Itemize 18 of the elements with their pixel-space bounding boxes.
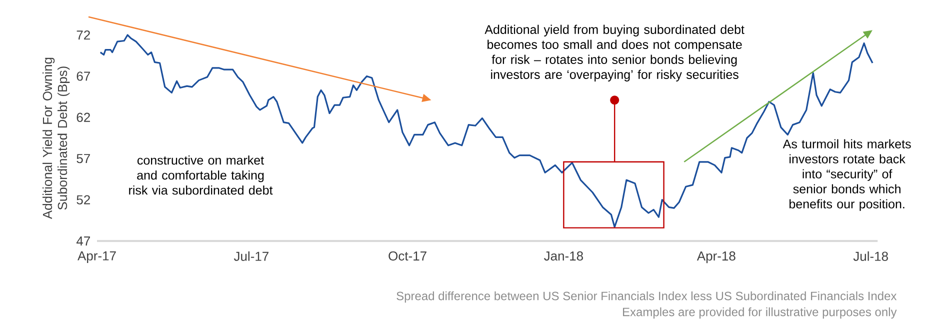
x-tick-label: Jan-18 xyxy=(544,251,583,261)
x-tick-label: Jul-17 xyxy=(234,251,268,261)
y-tick-label: 47 xyxy=(76,236,90,246)
text: Examples are provided for illustrative purposes only xyxy=(622,307,897,319)
annotation: As turmoil hits markets investors rotate back into “security” of senior bonds which benefits our position. xyxy=(782,139,911,211)
y-axis-title: Additional Yield For Owning Subordinated Debt (Bps) xyxy=(42,58,70,220)
y-tick-label: 57 xyxy=(76,154,90,164)
text: Spread difference between US Senior Financials Index less US Subordinated Financials Index xyxy=(396,291,897,303)
annotation: Additional yield from buying subordinated debt becomes too small and does not compensate for risk – rotates into senior bonds believing investors are ‘overpaying’ for risky securities xyxy=(484,24,744,82)
y-tick-label: 67 xyxy=(76,72,90,81)
y-tick-label: 72 xyxy=(76,30,90,40)
y-tick-label: 62 xyxy=(76,112,90,122)
x-tick-label: Oct-17 xyxy=(388,251,426,261)
x-tick-label: Apr-18 xyxy=(696,251,736,264)
x-tick-label: Jul-18 xyxy=(853,251,888,261)
annotation: constructive on market and comfortable taking risk via subordinated debt xyxy=(129,155,273,195)
x-tick-label: Apr-17 xyxy=(78,251,116,264)
y-tick-label: 52 xyxy=(76,195,90,204)
